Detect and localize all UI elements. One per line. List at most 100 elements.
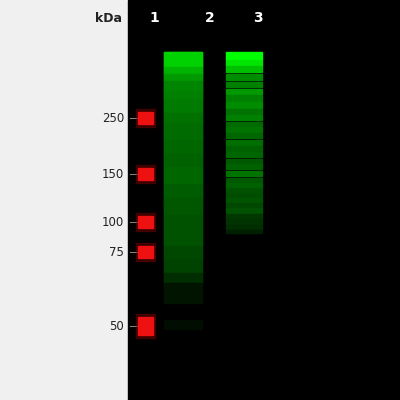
- Bar: [164, 227, 202, 228]
- Bar: [164, 266, 202, 267]
- Bar: [164, 290, 202, 291]
- Bar: [164, 286, 202, 287]
- Bar: [164, 86, 202, 87]
- Bar: [164, 176, 202, 177]
- Bar: [164, 180, 202, 181]
- Bar: [164, 248, 202, 249]
- Bar: [226, 109, 262, 114]
- Bar: [164, 263, 202, 264]
- Bar: [164, 255, 202, 256]
- Bar: [164, 185, 202, 186]
- Bar: [164, 135, 202, 136]
- Bar: [164, 281, 202, 282]
- Bar: [164, 175, 202, 176]
- Bar: [128, 0, 288, 400]
- Bar: [164, 109, 202, 110]
- Bar: [164, 75, 202, 76]
- Bar: [164, 85, 202, 86]
- Bar: [164, 278, 202, 279]
- Text: kDa: kDa: [94, 12, 122, 24]
- Bar: [164, 90, 202, 91]
- Bar: [164, 148, 202, 149]
- Bar: [226, 219, 262, 224]
- Bar: [164, 144, 202, 145]
- Bar: [164, 183, 202, 184]
- Bar: [164, 201, 202, 202]
- Bar: [164, 174, 202, 175]
- Bar: [164, 78, 202, 79]
- Bar: [164, 83, 202, 84]
- Bar: [164, 189, 202, 190]
- Bar: [164, 157, 202, 158]
- Bar: [164, 133, 202, 134]
- Bar: [164, 222, 202, 223]
- Bar: [164, 234, 202, 235]
- Bar: [164, 93, 202, 94]
- Bar: [164, 202, 202, 203]
- Bar: [164, 284, 202, 285]
- Bar: [226, 60, 262, 66]
- Bar: [164, 262, 202, 263]
- Bar: [164, 76, 202, 77]
- Bar: [164, 108, 202, 109]
- Bar: [164, 211, 202, 212]
- Bar: [164, 81, 202, 82]
- Bar: [164, 267, 202, 268]
- Bar: [164, 138, 202, 139]
- Bar: [164, 233, 202, 234]
- Text: 3: 3: [253, 11, 263, 25]
- Bar: [164, 71, 202, 72]
- Bar: [164, 137, 202, 138]
- Bar: [164, 65, 202, 66]
- Bar: [164, 179, 202, 180]
- Bar: [138, 112, 153, 124]
- Bar: [226, 95, 262, 101]
- Bar: [164, 271, 202, 272]
- Bar: [164, 285, 202, 286]
- Bar: [226, 115, 262, 120]
- Bar: [164, 52, 202, 53]
- Bar: [164, 120, 202, 121]
- Bar: [164, 250, 202, 251]
- Bar: [164, 113, 202, 114]
- Bar: [164, 282, 202, 283]
- Bar: [164, 198, 202, 199]
- Bar: [164, 160, 202, 161]
- Bar: [164, 200, 202, 201]
- Bar: [164, 92, 202, 93]
- Bar: [164, 96, 202, 97]
- Bar: [164, 167, 202, 168]
- Bar: [164, 162, 202, 163]
- Bar: [226, 178, 262, 182]
- Bar: [164, 104, 202, 105]
- Bar: [164, 57, 202, 58]
- Bar: [164, 231, 202, 232]
- Bar: [164, 58, 202, 59]
- Bar: [164, 190, 202, 191]
- Bar: [164, 91, 202, 92]
- Bar: [226, 214, 262, 219]
- Bar: [164, 218, 202, 219]
- Bar: [164, 143, 202, 144]
- Bar: [164, 264, 202, 265]
- Bar: [164, 131, 202, 132]
- Bar: [136, 165, 155, 183]
- Bar: [164, 249, 202, 250]
- Bar: [164, 156, 202, 157]
- Bar: [164, 53, 202, 54]
- Bar: [164, 145, 202, 146]
- Bar: [164, 62, 202, 63]
- Bar: [164, 237, 202, 238]
- Bar: [164, 272, 202, 273]
- Bar: [164, 270, 202, 271]
- Bar: [164, 129, 202, 130]
- Bar: [164, 52, 202, 67]
- Bar: [164, 221, 202, 222]
- Bar: [164, 213, 202, 214]
- Bar: [164, 245, 202, 246]
- Bar: [164, 186, 202, 187]
- Bar: [164, 163, 202, 164]
- Bar: [164, 61, 202, 62]
- Bar: [164, 191, 202, 192]
- Bar: [164, 140, 202, 141]
